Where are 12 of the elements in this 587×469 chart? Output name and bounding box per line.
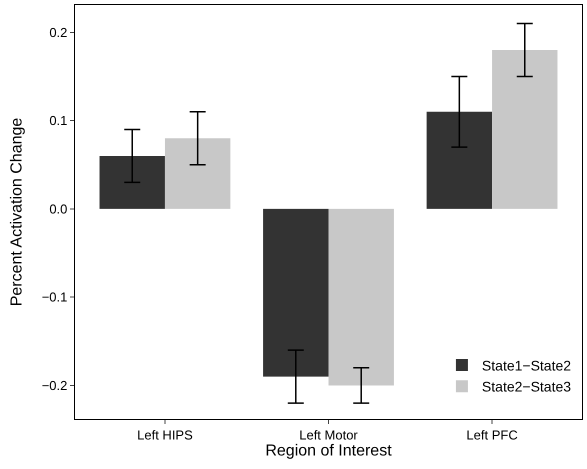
y-tick-label: −0.1	[42, 290, 68, 305]
x-tick-label: Left Motor	[299, 428, 358, 443]
y-tick-label: −0.2	[42, 378, 68, 394]
x-axis-title: Region of Interest	[265, 442, 392, 460]
x-tick-label: Left PFC	[466, 428, 518, 443]
y-axis-title: Percent Activation Change	[8, 118, 26, 306]
legend-label: State2−State3	[482, 378, 572, 395]
legend-label: State1−State2	[482, 358, 572, 374]
y-tick-label: 0.0	[49, 201, 68, 216]
y-tick-label: 0.1	[49, 113, 68, 128]
y-tick-label: 0.2	[49, 24, 68, 40]
x-tick-label: Left HIPS	[137, 428, 194, 443]
